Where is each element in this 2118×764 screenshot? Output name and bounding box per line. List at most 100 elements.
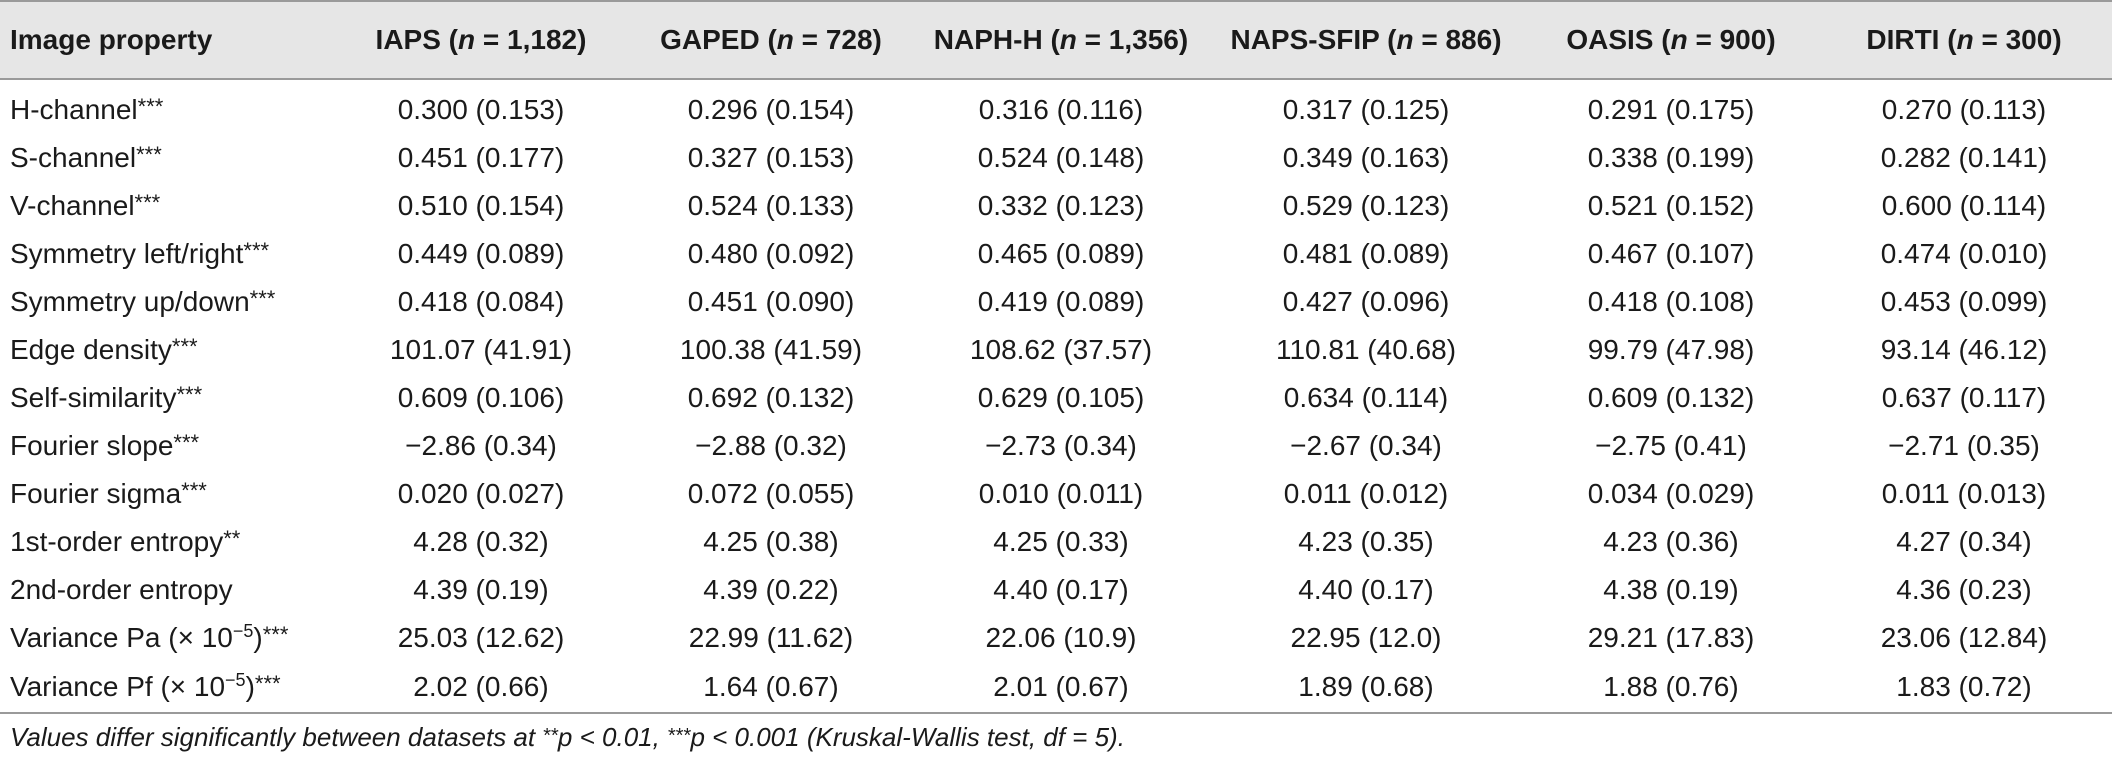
- value-cell: 22.95 (12.0): [1290, 622, 1442, 653]
- header-col-2-name: NAPH-H: [933, 24, 1043, 55]
- value-cell: 0.481 (0.089): [1282, 238, 1450, 269]
- value-cell: 0.609 (0.106): [397, 382, 565, 413]
- image-properties-table-wrapper: Image property IAPS (n = 1,182) GAPED (n…: [0, 0, 2112, 714]
- value-cell: 1.83 (0.72): [1816, 662, 2112, 714]
- significance-stars: ***: [136, 142, 162, 167]
- value-cell: 4.39 (0.19): [413, 574, 549, 605]
- value-cell: 99.79 (47.98): [1587, 334, 1755, 365]
- header-col-1: GAPED (n = 728): [626, 0, 916, 80]
- header-col-4-n-label: n: [1670, 24, 1688, 55]
- value-cell: 0.609 (0.132): [1587, 382, 1755, 413]
- image-properties-table: Image property IAPS (n = 1,182) GAPED (n…: [0, 0, 2112, 714]
- header-col-3: NAPS-SFIP (n = 886): [1206, 0, 1526, 80]
- value-cell: 0.327 (0.153): [687, 142, 855, 173]
- row-label: Symmetry left/right: [10, 238, 244, 269]
- row-label-suffix: ): [245, 671, 255, 702]
- value-cell: 0.629 (0.105): [977, 382, 1145, 413]
- significance-stars: ***: [137, 94, 164, 119]
- value-cell: −2.75 (0.41): [1595, 430, 1747, 461]
- value-cell: 22.99 (11.62): [688, 622, 854, 653]
- value-cell: 0.020 (0.027): [397, 478, 565, 509]
- significance-stars: **: [223, 526, 241, 551]
- row-label-cell: Fourier slope***: [0, 422, 336, 470]
- table-row: Variance Pa (× 10−5)*** 25.03 (12.62) 22.9…: [0, 614, 2112, 662]
- value-cell: 0.300 (0.153): [397, 94, 565, 125]
- value-cell: 0.427 (0.096): [1282, 286, 1450, 317]
- value-cell: 4.23 (0.36): [1603, 526, 1739, 557]
- header-col-5-name: DIRTI: [1866, 24, 1940, 55]
- row-label: V-channel: [10, 190, 135, 221]
- significance-stars: ***: [254, 671, 281, 696]
- header-col-5-n-label: n: [1956, 24, 1974, 55]
- table-row: Fourier sigma*** 0.020 (0.027) 0.072 (0.05…: [0, 470, 2112, 518]
- value-cell: 4.39 (0.22): [703, 574, 839, 605]
- value-cell: 0.072 (0.055): [687, 478, 855, 509]
- value-cell: 4.25 (0.33): [993, 526, 1129, 557]
- value-cell: 0.465 (0.089): [977, 238, 1145, 269]
- value-cell: 1.89 (0.68): [1206, 662, 1526, 714]
- row-label-cell: 1st-order entropy**: [0, 518, 336, 566]
- row-label: Edge density: [10, 334, 172, 365]
- value-cell: 0.521 (0.152): [1587, 190, 1755, 221]
- row-label-cell: Self-similarity***: [0, 374, 336, 422]
- footnote-part1: Values differ significantly between data…: [10, 722, 543, 752]
- value-cell: 4.25 (0.38): [703, 526, 839, 557]
- row-label-cell: Variance Pa (× 10−5)***: [0, 614, 336, 662]
- header-col-4-name: OASIS: [1566, 24, 1654, 55]
- table-row: Symmetry up/down*** 0.418 (0.084) 0.451 (0…: [0, 278, 2112, 326]
- value-cell: 100.38 (41.59): [679, 334, 863, 365]
- footnote-part3: p < 0.001 (Kruskal-Wallis test, df = 5).: [690, 722, 1125, 752]
- value-cell: 4.36 (0.23): [1896, 574, 2032, 605]
- table-row: Edge density*** 101.07 (41.91) 100.38 (41.…: [0, 326, 2112, 374]
- header-col-3-name: NAPS-SFIP: [1230, 24, 1380, 55]
- value-cell: 23.06 (12.84): [1880, 622, 2048, 653]
- value-cell: 0.418 (0.084): [397, 286, 565, 317]
- value-cell: 0.449 (0.089): [397, 238, 565, 269]
- value-cell: 0.317 (0.125): [1282, 94, 1450, 125]
- table-row: Variance Pf (× 10−5)*** 2.02 (0.66) 1.64 (…: [0, 662, 2112, 714]
- value-cell: 0.010 (0.011): [978, 478, 1144, 509]
- row-label-suffix: ): [253, 622, 263, 653]
- value-cell: 0.011 (0.012): [1283, 478, 1449, 509]
- table-row: Symmetry left/right*** 0.449 (0.089) 0.480…: [0, 230, 2112, 278]
- row-label: S-channel: [10, 142, 137, 173]
- header-row: Image property IAPS (n = 1,182) GAPED (n…: [0, 0, 2112, 80]
- significance-stars: ***: [262, 622, 289, 647]
- value-cell: 0.316 (0.116): [978, 94, 1144, 125]
- value-cell: 0.011 (0.013): [1881, 478, 2047, 509]
- value-cell: 0.419 (0.089): [977, 286, 1145, 317]
- significance-stars: ***: [176, 382, 203, 407]
- header-col-2-n-value: = 1,356: [1076, 24, 1179, 55]
- value-cell: −2.73 (0.34): [985, 430, 1137, 461]
- row-label-exponent: −5: [225, 670, 246, 690]
- table-row: V-channel*** 0.510 (0.154) 0.524 (0.133) 0.…: [0, 182, 2112, 230]
- significance-stars: ***: [134, 190, 161, 215]
- header-col-5: DIRTI (n = 300): [1816, 0, 2112, 80]
- row-label: Fourier slope: [10, 430, 174, 461]
- row-label: Fourier sigma: [10, 478, 182, 509]
- table-row: 2nd-order entropy 4.39 (0.19) 4.39 (0.22) 4…: [0, 566, 2112, 614]
- header-col-2: NAPH-H (n = 1,356): [916, 0, 1206, 80]
- value-cell: 101.07 (41.91): [389, 334, 573, 365]
- row-label-cell: H-channel***: [0, 79, 336, 134]
- value-cell: 4.38 (0.19): [1603, 574, 1739, 605]
- row-label: 2nd-order entropy: [10, 574, 233, 605]
- value-cell: 0.451 (0.177): [397, 142, 565, 173]
- significance-stars: ***: [181, 478, 207, 503]
- value-cell: 22.06 (10.9): [985, 622, 1137, 653]
- value-cell: 0.467 (0.107): [1587, 238, 1755, 269]
- header-col-1-name: GAPED: [660, 24, 760, 55]
- value-cell: 0.453 (0.099): [1880, 286, 2048, 317]
- value-cell: 0.600 (0.114): [1881, 190, 2047, 221]
- header-col-5-n-value: = 300: [1973, 24, 2053, 55]
- header-col-1-n-label: n: [776, 24, 794, 55]
- row-label-cell: 2nd-order entropy: [0, 566, 336, 614]
- value-cell: 4.40 (0.17): [993, 574, 1129, 605]
- header-col-2-n-label: n: [1059, 24, 1077, 55]
- value-cell: 0.474 (0.010): [1880, 238, 2048, 269]
- row-label-cell: Variance Pf (× 10−5)***: [0, 662, 336, 714]
- row-label-cell: Symmetry up/down***: [0, 278, 336, 326]
- value-cell: 0.332 (0.123): [977, 190, 1145, 221]
- value-cell: 2.01 (0.67): [916, 662, 1206, 714]
- value-cell: 4.23 (0.35): [1298, 526, 1434, 557]
